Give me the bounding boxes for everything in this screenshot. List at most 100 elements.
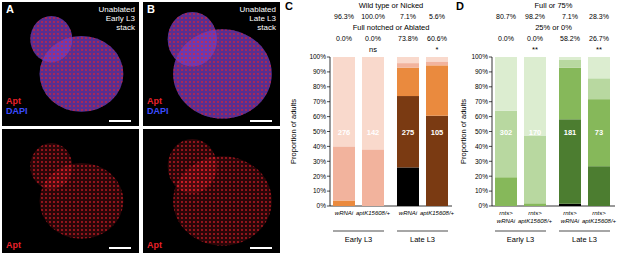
category-label: rnts>wRNAi	[497, 210, 516, 224]
bar-segment	[397, 167, 419, 206]
dapi-signal	[168, 12, 217, 67]
y-tick-label: 40%	[475, 143, 488, 150]
n-label: 142	[367, 128, 380, 137]
n-label: 276	[338, 128, 351, 137]
group-bracket	[397, 231, 448, 232]
panel-label: A	[6, 3, 14, 15]
group-label: Early L3	[507, 235, 535, 244]
y-tick	[327, 161, 330, 162]
bars	[333, 57, 448, 206]
y-tick-label: 10%	[475, 187, 488, 194]
apt-dots	[30, 16, 72, 62]
summary-title: 25% or 0%	[535, 23, 572, 32]
y-tick-label: 20%	[313, 173, 326, 180]
y-tick-label: 0%	[479, 202, 489, 209]
y-tick-label: 60%	[313, 113, 326, 120]
y-tick-label: 90%	[475, 68, 488, 75]
panel-label: B	[147, 3, 155, 15]
group-bracket	[559, 231, 610, 232]
figure: AUnablatedEarly L3stackAptDAPIAptBUnabla…	[0, 0, 617, 255]
dapi-signal	[30, 16, 72, 62]
bar-segment	[524, 203, 546, 206]
category-label: aptK15608/+	[420, 210, 455, 216]
y-tick-label: 70%	[475, 98, 488, 105]
category-line: aptK15608/+	[582, 218, 617, 224]
y-tick-label: 30%	[475, 158, 488, 165]
category-label: rnts> aptK15608/+	[582, 210, 617, 224]
y-tick-label: 20%	[475, 173, 488, 180]
chart: DProportion of adults0%10%20%30%40%50%60…	[456, 0, 617, 244]
channel-label: Apt	[147, 96, 162, 106]
bar-segment	[559, 204, 581, 206]
bar-segment	[426, 61, 448, 65]
image-background	[2, 2, 139, 126]
bar-segment	[333, 200, 355, 206]
image-title: stack	[116, 23, 136, 32]
y-tick-label: 100%	[309, 53, 326, 60]
y-tick	[327, 116, 330, 117]
y-tick-label: 60%	[475, 113, 488, 120]
bar-segment	[397, 68, 419, 96]
scale-bar	[250, 120, 272, 122]
y-tick	[489, 131, 492, 132]
significance: ns	[369, 45, 377, 54]
channel-label: DAPI	[6, 106, 28, 116]
summary-value: 0.0%	[527, 35, 543, 42]
summary-title: Full or 75%	[535, 1, 573, 10]
category-line: rnts>	[528, 210, 542, 216]
summary-value: 28.3%	[589, 13, 609, 20]
bar-segment	[426, 57, 448, 61]
summary-value: 0.0%	[365, 35, 381, 42]
image-title: Early L3	[106, 14, 136, 23]
y-tick-label: 40%	[313, 143, 326, 150]
category-line: aptK15608/+	[518, 218, 553, 224]
bars	[495, 57, 610, 206]
y-tick	[327, 206, 330, 207]
significance: *	[436, 45, 439, 54]
y-tick	[327, 86, 330, 87]
bar-segment	[495, 177, 517, 206]
apt-dots	[168, 12, 217, 67]
category-line: rnts>	[563, 210, 577, 216]
y-tick	[489, 71, 492, 72]
y-tick	[327, 191, 330, 192]
bar-segment	[588, 57, 610, 78]
apt-dots	[30, 143, 72, 189]
y-tick	[489, 146, 492, 147]
y-tick-label: 50%	[475, 128, 488, 135]
image-background	[2, 129, 139, 253]
summary-title: Full notched or Ablated	[353, 23, 430, 32]
bar-segment	[397, 63, 419, 67]
channel-label: Apt	[6, 240, 21, 250]
y-tick	[327, 131, 330, 132]
y-tick	[327, 176, 330, 177]
category-label: wRNAi	[335, 210, 354, 216]
axis-label: Proportion of adults	[289, 99, 298, 164]
summary-title: Wild type or Nicked	[359, 1, 424, 10]
y-tick	[489, 176, 492, 177]
bar-segment	[426, 65, 448, 115]
bar-segment	[559, 57, 581, 60]
y-tick-label: 80%	[475, 83, 488, 90]
category-line: aptK15608/+	[420, 210, 455, 216]
bar-segment	[524, 57, 546, 136]
channel-label: Apt	[6, 96, 21, 106]
y-tick	[327, 57, 330, 58]
bar-segment	[362, 149, 384, 206]
category-line: wRNAi	[399, 210, 418, 216]
category-line: wRNAi	[561, 218, 580, 224]
category-line: rnts>	[592, 210, 606, 216]
category-label: aptK15608/+	[356, 210, 391, 216]
n-label: 275	[402, 128, 415, 137]
n-label: 302	[500, 128, 513, 137]
apt-signal	[168, 12, 217, 67]
bar-segment	[588, 166, 610, 206]
axis-label: Proportion of adults	[459, 99, 468, 164]
apt-signal	[30, 16, 72, 62]
bar-segment	[333, 57, 355, 146]
summary-value: 96.3%	[334, 13, 354, 20]
bar-segment	[588, 99, 610, 166]
n-label: 181	[564, 128, 577, 137]
y-tick-label: 30%	[313, 158, 326, 165]
y-tick	[327, 101, 330, 102]
